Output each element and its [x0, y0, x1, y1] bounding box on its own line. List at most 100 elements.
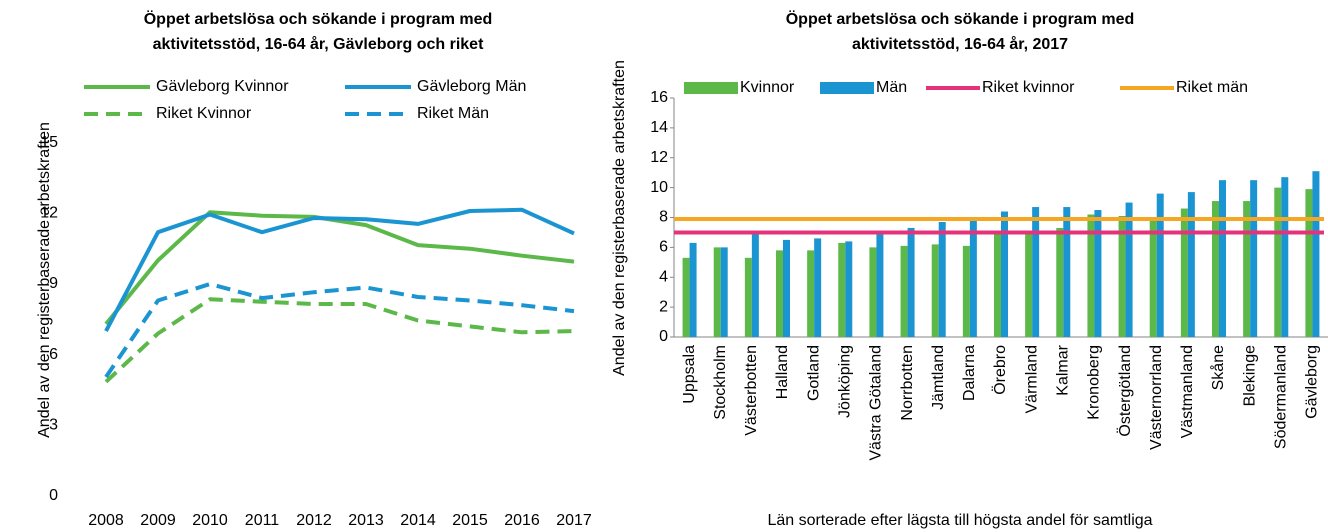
- bar: [838, 242, 846, 337]
- legend-label: Riket kvinnor: [982, 79, 1075, 96]
- legend-swatch: [820, 82, 874, 94]
- legend-label: Män: [876, 79, 907, 96]
- bar: [689, 242, 697, 337]
- legend-label: Riket män: [1176, 79, 1248, 96]
- x-tick-label: Örebro: [991, 345, 1009, 395]
- bar: [1032, 207, 1040, 337]
- line-series: [104, 207, 575, 333]
- bar: [876, 233, 884, 337]
- bar: [807, 250, 815, 337]
- bar: [1125, 202, 1133, 337]
- y-tick-label: 2: [659, 298, 668, 315]
- title-line: Öppet arbetslösa och sökande i program m…: [786, 9, 1135, 28]
- x-tick-label: Skåne: [1209, 345, 1227, 390]
- y-tick-label: 9: [49, 275, 58, 292]
- bar: [900, 245, 908, 337]
- y-tick-label: 6: [659, 239, 668, 256]
- title-line: aktivitetsstöd, 16-64 år, 2017: [852, 35, 1068, 53]
- x-tick-label: Dalarna: [961, 345, 978, 401]
- bar: [1243, 201, 1251, 337]
- x-tick-label: Södermanland: [1273, 345, 1290, 449]
- x-tick-label: Uppsala: [681, 345, 698, 404]
- bar: [1274, 187, 1282, 337]
- y-tick-label: 4: [659, 268, 668, 285]
- y-tick-label: 6: [49, 346, 58, 363]
- bar: [1094, 210, 1102, 337]
- x-tick-label: 2015: [452, 512, 488, 529]
- x-tick-label: 2016: [504, 512, 540, 529]
- chart-title: Öppet arbetslösa och sökande i program m…: [144, 9, 493, 53]
- bar: [845, 241, 853, 337]
- x-tick-label: Gävleborg: [1304, 345, 1321, 419]
- x-tick-label: Kalmar: [1055, 344, 1072, 395]
- x-tick-label: Västernorrland: [1148, 345, 1165, 450]
- y-axis-label: Andel av den registerbaserade arbetskraf…: [36, 122, 53, 438]
- bar: [938, 221, 946, 337]
- bar: [744, 257, 752, 337]
- bar: [814, 238, 822, 337]
- x-tick-label: 2008: [88, 512, 124, 529]
- x-tick-label: 2010: [192, 512, 228, 529]
- x-tick-label: Västerbotten: [743, 345, 760, 436]
- x-tick-label: Blekinge: [1241, 345, 1258, 406]
- x-tick-label: 2009: [140, 512, 176, 529]
- y-tick-label: 14: [650, 119, 668, 136]
- bar: [720, 247, 728, 337]
- bar: [1056, 227, 1064, 337]
- y-tick-label: 15: [40, 134, 58, 151]
- x-tick-label: 2017: [556, 512, 592, 529]
- bar: [1219, 180, 1226, 337]
- x-tick-label: 2012: [296, 512, 332, 529]
- x-tick-label: Jämtland: [930, 345, 947, 410]
- bar: [1180, 208, 1188, 337]
- bar: [751, 233, 759, 337]
- y-tick-label: 3: [49, 417, 58, 434]
- x-tick-label: 2011: [245, 512, 280, 529]
- line-series: [104, 282, 575, 379]
- y-tick-label: 12: [650, 149, 668, 166]
- bar: [713, 247, 721, 337]
- line-series: [104, 210, 575, 326]
- x-tick-label: Västmanland: [1179, 345, 1196, 438]
- bar: [869, 247, 877, 337]
- bar: [1312, 171, 1320, 337]
- bar: [1025, 232, 1033, 337]
- bar: [907, 227, 915, 337]
- y-axis-label: Andel av den registerbaserade arbetskraf…: [611, 60, 628, 376]
- x-tick-label: Norrbotten: [899, 345, 916, 421]
- line-series: [104, 297, 575, 384]
- legend-label: Riket Män: [417, 105, 489, 122]
- x-axis-label: Län sorterade efter lägsta till högsta a…: [767, 512, 1152, 529]
- bar: [1187, 192, 1195, 337]
- bar: [776, 250, 783, 337]
- bar: [682, 257, 690, 337]
- y-tick-label: 0: [659, 328, 668, 345]
- title-line: aktivitetsstöd, 16-64 år, Gävleborg och …: [153, 35, 484, 53]
- bar: [1063, 207, 1071, 337]
- bar: [1001, 211, 1008, 337]
- bar: [962, 245, 970, 337]
- y-tick-label: 12: [40, 205, 58, 222]
- bar: [1305, 189, 1313, 337]
- x-tick-label: Östergötland: [1116, 345, 1134, 437]
- bar: [1250, 180, 1258, 337]
- chart-title: Öppet arbetslösa och sökande i program m…: [786, 9, 1135, 53]
- x-tick-label: Gotland: [805, 345, 822, 401]
- bar: [1087, 214, 1095, 337]
- bar: [994, 233, 1001, 337]
- bar: [969, 217, 977, 337]
- bar: [1156, 193, 1164, 337]
- bar: [931, 244, 939, 337]
- bar: [1212, 201, 1219, 337]
- y-tick-label: 0: [49, 487, 58, 504]
- y-tick-label: 10: [650, 179, 668, 196]
- legend-swatch: [684, 82, 738, 94]
- bar: [1149, 220, 1157, 337]
- title-line: Öppet arbetslösa och sökande i program m…: [144, 9, 493, 28]
- legend-label: Riket Kvinnor: [156, 105, 252, 122]
- x-tick-label: Halland: [774, 345, 791, 399]
- x-tick-label: Kronoberg: [1086, 345, 1103, 420]
- bar: [783, 239, 790, 337]
- bar: [1281, 177, 1289, 337]
